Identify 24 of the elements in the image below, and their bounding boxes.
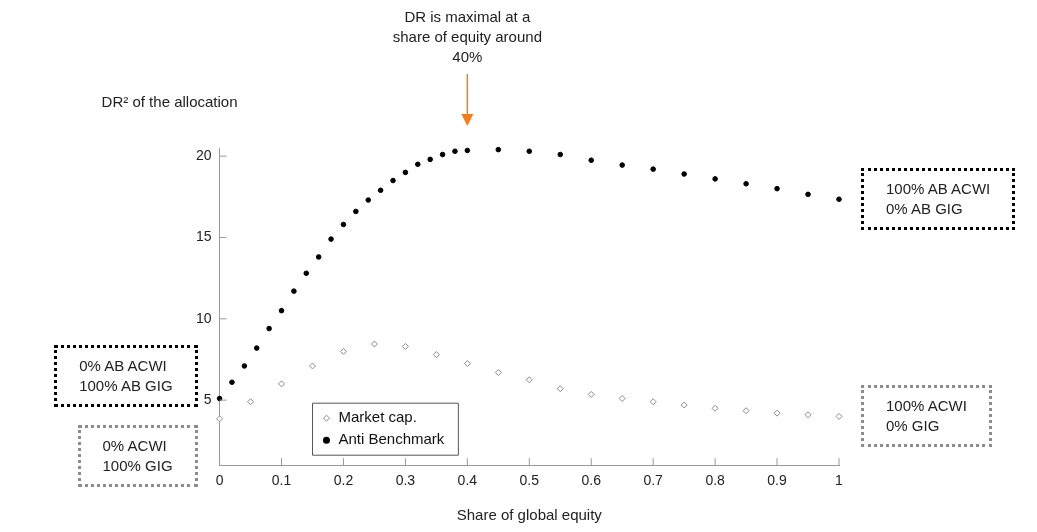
x-tick-label: 0 [215, 472, 224, 489]
text: 100% ACWI 0% GIG [861, 385, 992, 448]
x-tick-label: 0.7 [643, 472, 664, 489]
x-tick-label: 0.4 [457, 472, 478, 489]
x-tick-label: 0.8 [705, 472, 726, 489]
x-tick-label: 0.6 [581, 472, 602, 489]
y-tick-label: 5 [203, 390, 212, 407]
legend-label: Anti Benchmark [338, 430, 445, 448]
text: 100% AB ACWI 0% AB GIG [861, 168, 1016, 231]
x-tick-label: 1 [835, 472, 844, 489]
x-tick-label: 0.2 [333, 472, 354, 489]
text: 0% ACWI 100% GIG [77, 424, 198, 487]
x-tick-label: 0.9 [767, 472, 787, 489]
chart-title: DR is maximal at a share of equity around 40% [392, 7, 542, 65]
y-axis-title: DR² of the allocation [101, 93, 238, 111]
y-tick-label: 10 [195, 309, 212, 326]
legend-label: Market cap. [338, 408, 417, 426]
y-tick-label: 15 [195, 228, 212, 245]
x-tick-label: 0.1 [271, 472, 292, 489]
x-tick-label: 0.3 [395, 472, 416, 489]
x-axis-title: Share of global equity [456, 505, 603, 523]
y-tick-label: 20 [195, 146, 212, 163]
x-tick-label: 0.5 [519, 472, 540, 489]
text: 0% AB ACWI 100% AB GIG [54, 344, 198, 407]
